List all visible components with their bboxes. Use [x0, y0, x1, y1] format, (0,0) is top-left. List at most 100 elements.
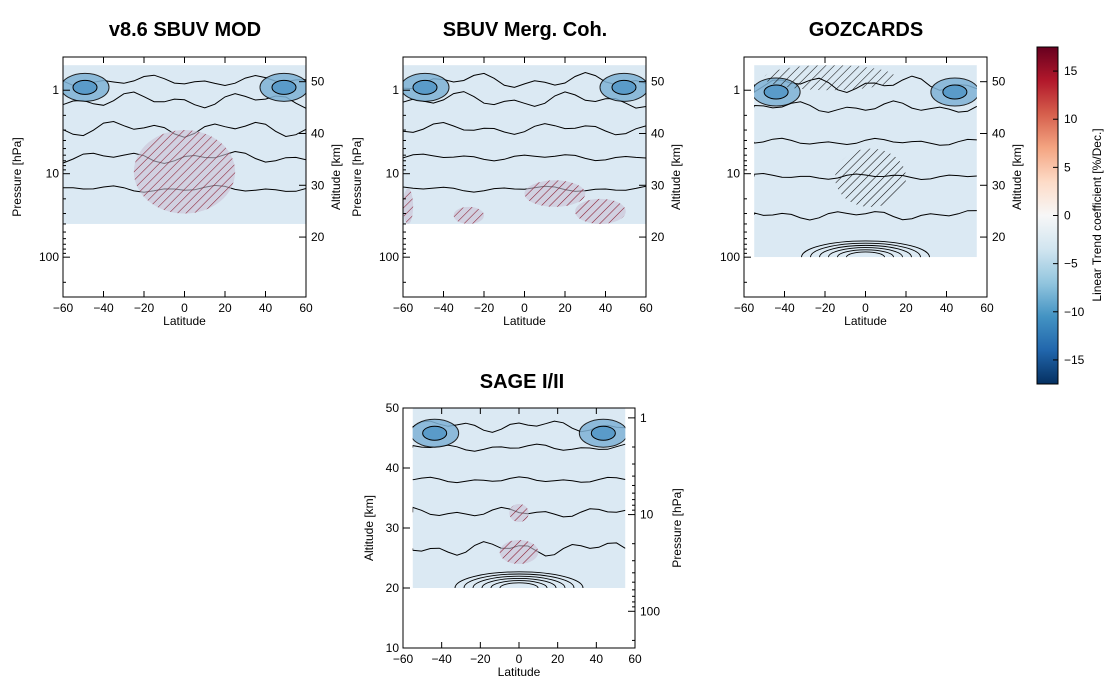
- panel-sbuv-merg-coh: SBUV Merg. Coh. −60 −40 −20 0 20 40 60 Latitude…: [350, 19, 683, 328]
- significance-hatch: [524, 180, 586, 207]
- x-tick-label: 40: [940, 301, 954, 315]
- significance-hatch: [835, 148, 906, 207]
- y-tick-label: 40: [651, 126, 665, 140]
- y-tick-label: 50: [311, 75, 325, 89]
- y-tick-label: 40: [311, 126, 325, 140]
- significance-hatch: [509, 504, 529, 522]
- y-tick-label: 1: [392, 83, 399, 97]
- y-axis-label-right: Altitude [km]: [1010, 144, 1024, 210]
- colorbar-tick-label: 15: [1064, 64, 1078, 78]
- y-tick-label: 20: [992, 230, 1006, 244]
- contour-line: [403, 153, 646, 162]
- y-axis-label-right: Altitude [km]: [329, 144, 343, 210]
- x-tick-label: −20: [474, 301, 495, 315]
- y-axis-label-left: Altitude [km]: [362, 495, 376, 561]
- x-tick-label: 40: [590, 652, 604, 666]
- x-tick-label: 40: [599, 301, 613, 315]
- x-axis-label: Latitude: [503, 314, 546, 328]
- x-tick-label: 20: [551, 652, 565, 666]
- y-tick-label: 100: [379, 250, 399, 264]
- y-tick-label: 100: [720, 250, 740, 264]
- trend-field: [403, 65, 646, 224]
- y-tick-label: 50: [992, 75, 1006, 89]
- x-tick-label: 20: [899, 301, 913, 315]
- y-tick-label: 1: [733, 83, 740, 97]
- trend-field: [754, 65, 977, 258]
- contour-line: [754, 210, 977, 221]
- significance-hatch: [403, 188, 414, 224]
- colorbar: 15 10 5 0 −5 −10 −15 Linear Trend coefficient …: [1036, 46, 1104, 385]
- contour-line: [63, 91, 306, 109]
- contour-line: [463, 573, 575, 588]
- x-tick-label: 60: [299, 301, 313, 315]
- y-tick-label: 40: [992, 126, 1006, 140]
- trend-lobe: [590, 425, 616, 441]
- x-tick-label: −40: [93, 301, 114, 315]
- x-tick-label: −20: [470, 652, 491, 666]
- x-tick-label: 40: [259, 301, 273, 315]
- contour-line: [454, 571, 584, 588]
- y-tick-label: 20: [386, 581, 400, 595]
- colorbar-label: Linear Trend coefficient [%/Dec.]: [1090, 128, 1104, 301]
- x-tick-label: −20: [134, 301, 155, 315]
- contour-line: [403, 121, 646, 136]
- y-tick-label: 20: [311, 230, 325, 244]
- x-tick-label: 20: [558, 301, 572, 315]
- x-tick-label: 0: [862, 301, 869, 315]
- colorbar-tick-label: 10: [1064, 112, 1078, 126]
- panel-title: SAGE I/II: [480, 371, 564, 393]
- contour-line: [846, 251, 885, 258]
- y-axis-label-right: Altitude [km]: [669, 144, 683, 210]
- x-tick-label: −60: [734, 301, 755, 315]
- x-tick-label: −20: [815, 301, 836, 315]
- panel-title: SBUV Merg. Coh.: [443, 19, 607, 41]
- y-tick-label: 10: [386, 167, 400, 181]
- colorbar-tick-label: 0: [1064, 209, 1071, 223]
- panel-sage: SAGE I/II −60 −40 −20 0 20 40 60 Latitude 10 20 30…: [362, 371, 684, 679]
- x-tick-label: −40: [433, 301, 454, 315]
- y-axis-label-right: Pressure [hPa]: [670, 488, 684, 567]
- y-tick-label: 30: [311, 178, 325, 192]
- trend-field: [63, 65, 306, 224]
- x-tick-label: 60: [980, 301, 994, 315]
- contour-line: [801, 240, 930, 258]
- significance-hatch: [133, 130, 236, 214]
- panel-gozcards: GOZCARDS −60 −40 −20 0 20 40 60 Latitude 1 10 100 2…: [720, 19, 1024, 328]
- x-tick-label: −60: [393, 301, 414, 315]
- contour-line: [810, 242, 921, 258]
- trend-lobe: [763, 84, 789, 100]
- colorbar-tick-label: −5: [1064, 257, 1078, 271]
- contour-line: [754, 100, 977, 113]
- panel-title: v8.6 SBUV MOD: [109, 19, 261, 41]
- y-tick-label: 10: [46, 167, 60, 181]
- y-tick-label: 20: [651, 230, 665, 244]
- y-tick-label: 10: [727, 167, 741, 181]
- contour-line: [819, 244, 912, 258]
- y-tick-label: 100: [640, 604, 660, 618]
- x-tick-label: 60: [639, 301, 653, 315]
- colorbar-tick-label: −15: [1064, 353, 1085, 367]
- y-tick-label: 100: [39, 250, 59, 264]
- x-tick-label: −60: [393, 652, 414, 666]
- contour-line: [828, 247, 903, 258]
- trend-lobe: [611, 79, 637, 95]
- y-tick-label: 1: [52, 83, 59, 97]
- contour-line: [754, 137, 977, 146]
- x-tick-label: −60: [53, 301, 74, 315]
- x-axis-label: Latitude: [844, 314, 887, 328]
- y-tick-label: 30: [992, 178, 1006, 192]
- contour-line: [481, 577, 557, 588]
- y-tick-label: 50: [651, 75, 665, 89]
- panel-v86-sbuv-mod: v8.6 SBUV MOD −60 −40 −20 0 20 40 60 Latitude 1 1…: [10, 19, 343, 328]
- y-axis-label-left: Pressure [hPa]: [350, 137, 364, 216]
- y-tick-label: 10: [640, 508, 654, 522]
- x-tick-label: −40: [774, 301, 795, 315]
- contour-line: [490, 580, 548, 588]
- contour-line: [403, 91, 646, 109]
- colorbar-tick-label: −10: [1064, 305, 1085, 319]
- trend-field: [412, 408, 626, 588]
- trend-lobe: [422, 425, 448, 441]
- significance-hatch: [453, 206, 484, 224]
- contour-line: [412, 476, 626, 484]
